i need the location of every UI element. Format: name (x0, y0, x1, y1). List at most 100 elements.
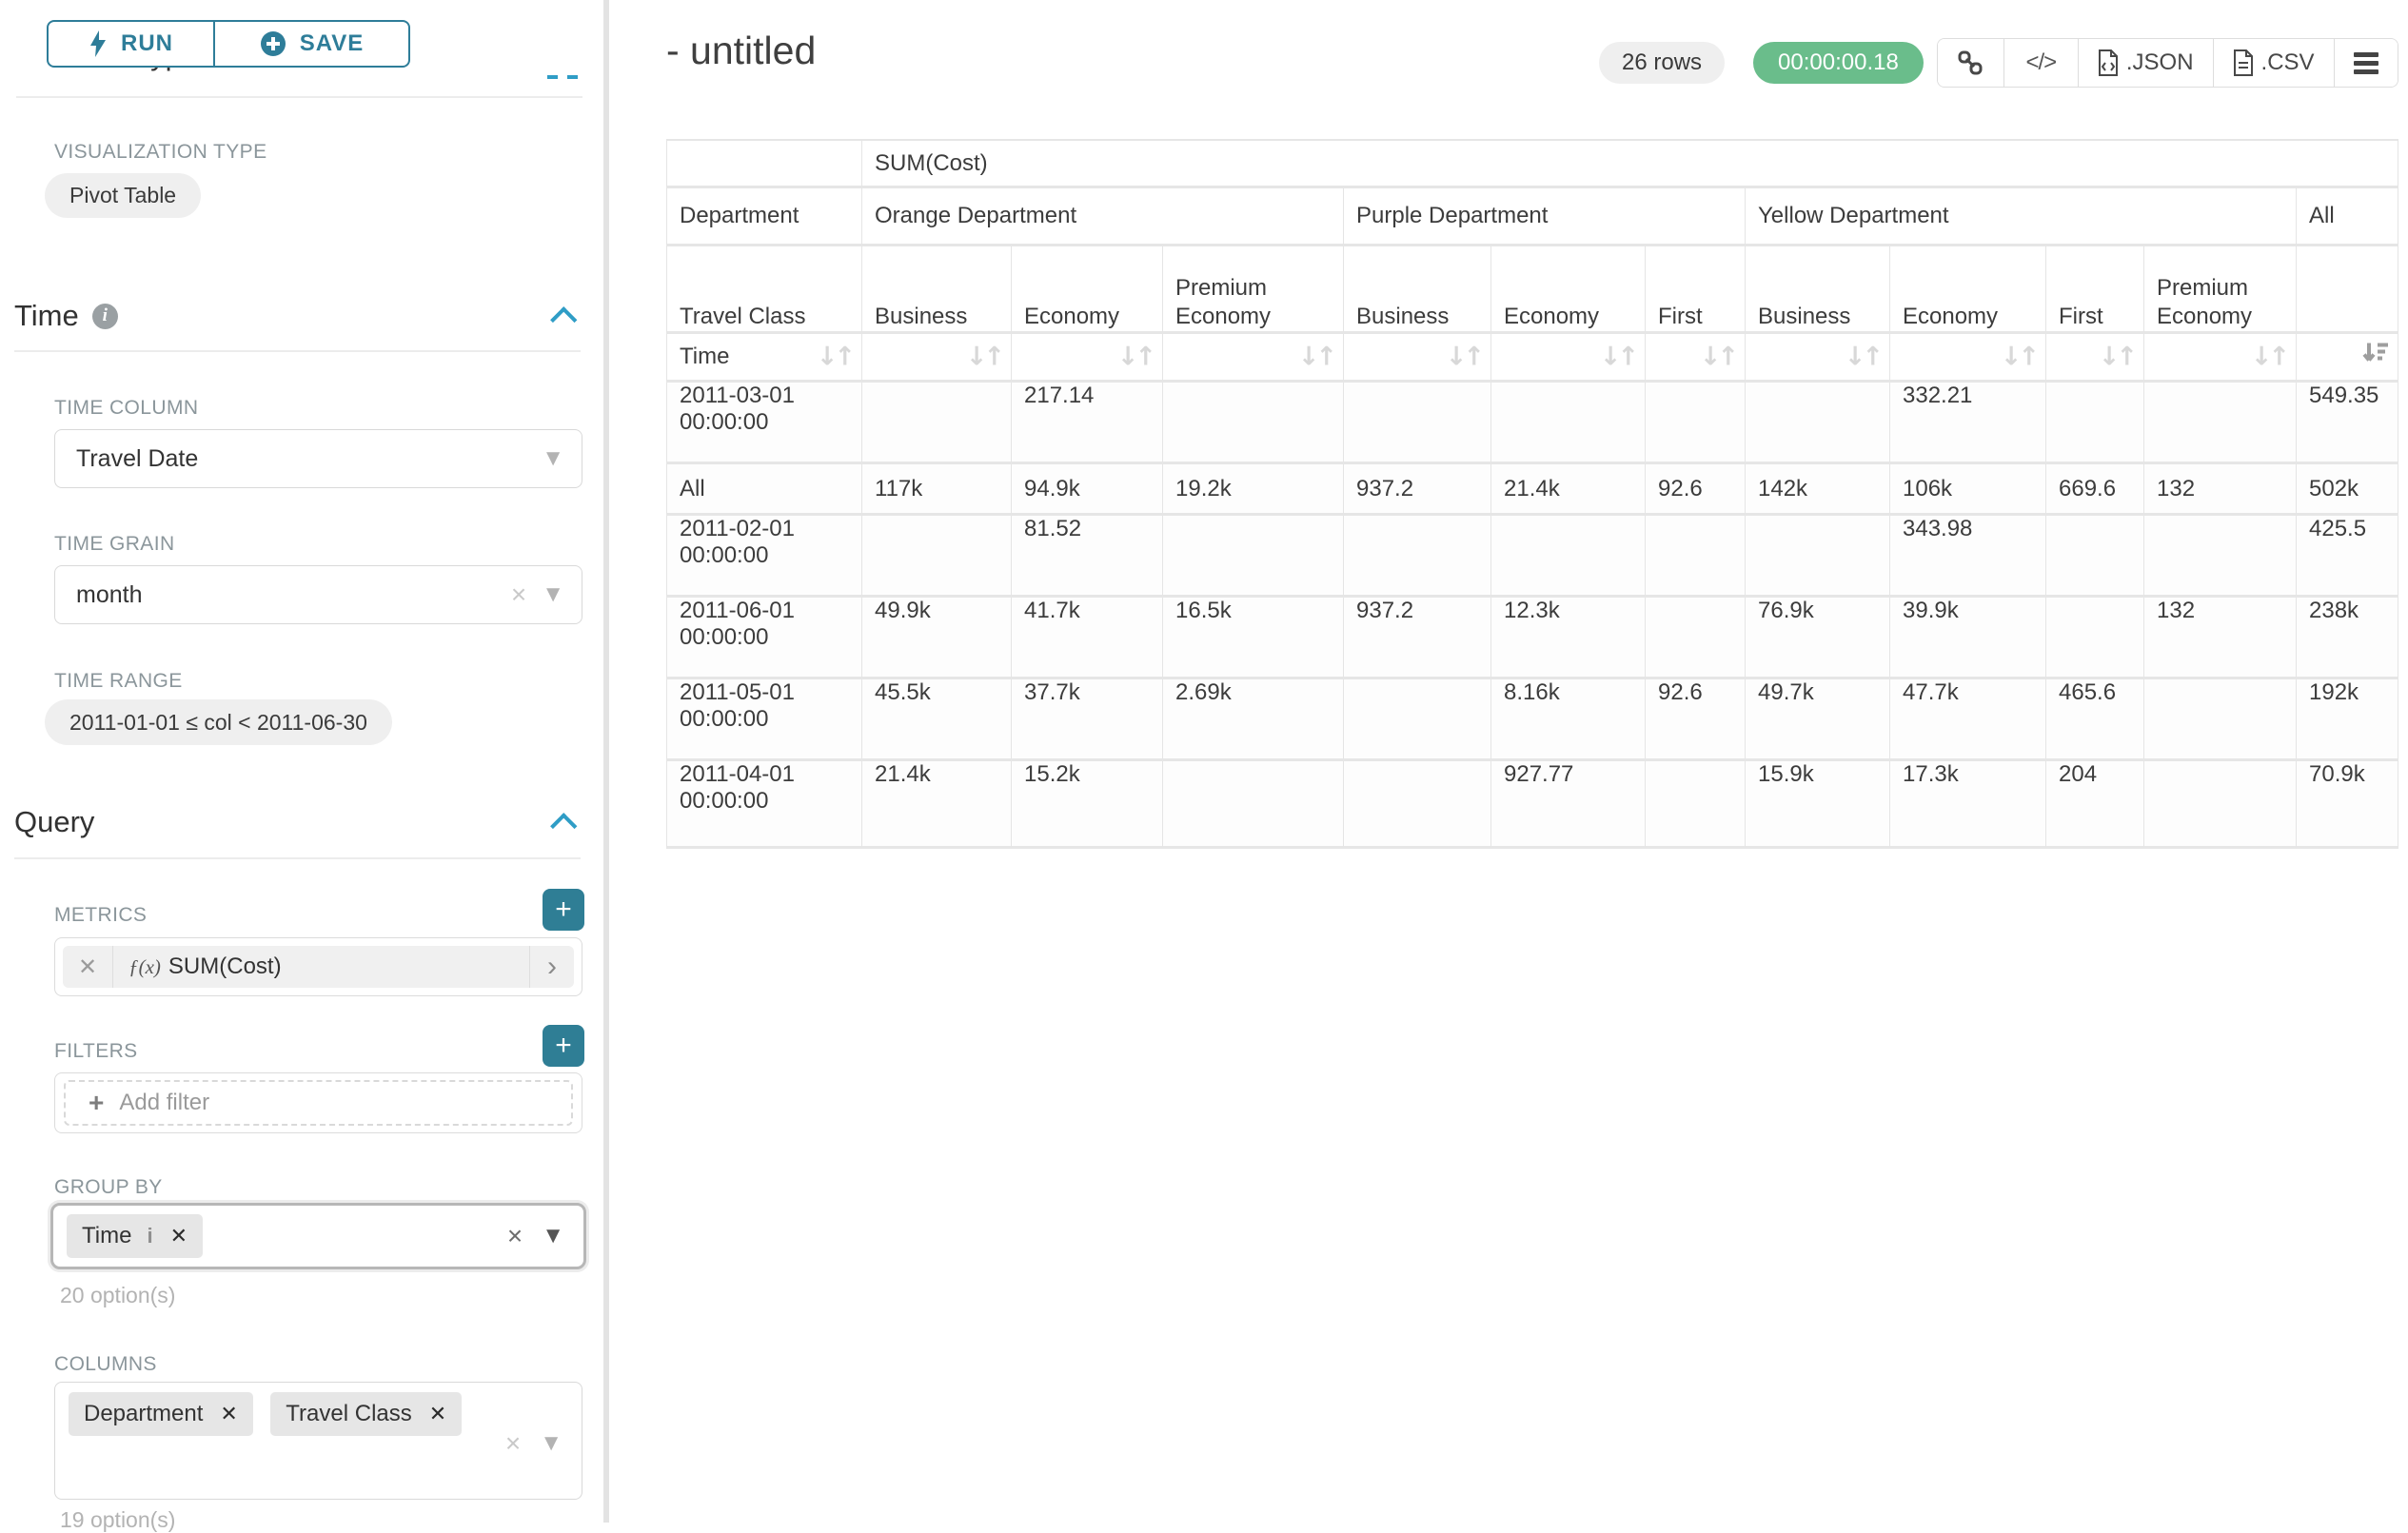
row-header-cell: 2011-02-01 00:00:00 (666, 516, 862, 598)
add-metric-button[interactable]: + (543, 889, 584, 931)
sort-descending-icon[interactable] (2361, 340, 2390, 375)
add-filter-plus-button[interactable]: + (543, 1025, 584, 1067)
group-by-options-note: 20 option(s) (60, 1283, 175, 1308)
time-range-pill[interactable]: 2011-01-01 ≤ col < 2011-06-30 (45, 699, 392, 745)
time-grain-value: month (76, 581, 142, 609)
info-icon[interactable]: i (92, 304, 118, 329)
pivot-cell (862, 383, 1012, 464)
columns-tag[interactable]: Travel Class ✕ (270, 1392, 462, 1436)
remove-tag-icon[interactable]: ✕ (429, 1402, 446, 1426)
chevron-down-icon[interactable]: ▼ (542, 1223, 564, 1249)
share-link-button[interactable] (1938, 39, 2004, 87)
group-by-label: GROUP BY (54, 1176, 163, 1199)
travel-class-axis-label: Travel Class (666, 246, 862, 334)
pivot-cell (1344, 679, 1491, 761)
pivot-cell (1646, 383, 1746, 464)
pivot-cell: 19.2k (1163, 464, 1344, 516)
remove-tag-icon[interactable]: ✕ (220, 1402, 237, 1426)
pivot-cell: 937.2 (1344, 598, 1491, 679)
pivot-cell (1344, 761, 1491, 849)
pivot-cell: 192k (2297, 679, 2398, 761)
columns-options-note: 19 option(s) (60, 1507, 175, 1533)
viz-type-pill[interactable]: Pivot Table (45, 173, 201, 218)
add-filter-button[interactable]: + Add filter (64, 1080, 573, 1126)
sidebar-scrollbar[interactable] (603, 0, 609, 1523)
pivot-cell: 204 (2046, 761, 2144, 849)
chart-title: - untitled (666, 29, 816, 73)
pivot-cell: 343.98 (1890, 516, 2046, 598)
filters-label: FILTERS (54, 1040, 138, 1063)
metric-chip[interactable]: ✕ ƒ(x)SUM(Cost) › (63, 946, 574, 988)
pivot-cell (2046, 383, 2144, 464)
clear-icon[interactable]: × (511, 580, 526, 610)
pivot-cell (1646, 516, 1746, 598)
travel-class-header: First (1646, 246, 1746, 334)
export-json-button[interactable]: .JSON (2079, 39, 2214, 87)
hamburger-icon (2354, 49, 2378, 78)
time-grain-select[interactable]: month × ▼ (54, 565, 582, 624)
remove-tag-icon[interactable]: ✕ (170, 1224, 188, 1248)
sort-icon[interactable]: ↓↑ (1446, 343, 1481, 372)
travel-class-header: Business (1344, 246, 1491, 334)
metrics-field: ✕ ƒ(x)SUM(Cost) › (54, 937, 582, 996)
pivot-table-container: SUM(Cost)DepartmentOrange DepartmentPurp… (666, 139, 2398, 849)
run-button[interactable]: RUN (47, 20, 214, 68)
control-panel: Chart Type RUN SAVE VISUALIZATION TYPE P… (0, 0, 619, 1523)
chevron-down-icon[interactable]: ▼ (540, 1430, 563, 1457)
export-json-label: .JSON (2126, 49, 2194, 76)
table-row: 2011-04-01 00:00:0021.4k15.2k927.7715.9k… (666, 761, 2398, 849)
pivot-cell: 425.5 (2297, 516, 2398, 598)
collapsed-chevron-icon[interactable] (547, 67, 587, 84)
tag-label: Department (84, 1401, 203, 1427)
sort-icon[interactable]: ↓↑ (1845, 343, 1880, 372)
chevron-right-icon[interactable]: › (529, 946, 574, 988)
pivot-cell: 81.52 (1012, 516, 1163, 598)
pivot-cell: 49.9k (862, 598, 1012, 679)
time-range-label: TIME RANGE (54, 670, 183, 693)
sort-icon[interactable]: ↓↑ (2001, 343, 2036, 372)
sort-icon[interactable]: ↓↑ (966, 343, 1001, 372)
travel-class-header: Economy (1491, 246, 1646, 334)
columns-label: COLUMNS (54, 1353, 157, 1376)
menu-button[interactable] (2335, 39, 2398, 87)
sort-icon[interactable]: ↓↑ (1600, 343, 1635, 372)
chevron-up-icon[interactable] (550, 306, 577, 333)
sort-cell: ↓↑ (1344, 334, 1491, 383)
embed-code-button[interactable]: </> (2004, 39, 2079, 87)
export-csv-label: .CSV (2261, 49, 2315, 76)
pivot-cell (2144, 679, 2297, 761)
export-csv-button[interactable]: .CSV (2214, 39, 2335, 87)
clear-icon[interactable]: × (507, 1221, 523, 1251)
group-by-tag[interactable]: Time i ✕ (67, 1214, 203, 1258)
pivot-cell (2046, 516, 2144, 598)
sort-icon[interactable]: ↓↑ (1700, 343, 1735, 372)
travel-class-header (2297, 246, 2398, 334)
clear-icon[interactable]: × (505, 1428, 521, 1459)
save-button[interactable]: SAVE (214, 20, 410, 68)
link-icon (1958, 50, 1983, 75)
time-column-select[interactable]: Travel Date ▼ (54, 429, 582, 488)
metric-header-row: SUM(Cost) (666, 139, 2398, 188)
pivot-cell: 16.5k (1163, 598, 1344, 679)
sort-icon[interactable]: ↓↑ (1298, 343, 1333, 372)
sort-icon[interactable]: ↓↑ (1117, 343, 1153, 372)
sort-icon[interactable]: ↓↑ (2251, 343, 2286, 372)
group-by-select[interactable]: Time i ✕ × ▼ (50, 1203, 586, 1269)
columns-select[interactable]: Department ✕ Travel Class ✕ × ▼ (54, 1382, 582, 1500)
time-column-label: TIME COLUMN (54, 397, 198, 420)
info-icon[interactable]: i (147, 1224, 152, 1248)
chevron-up-icon[interactable] (550, 813, 577, 839)
sort-icon[interactable]: ↓↑ (817, 343, 852, 372)
table-row: 2011-06-01 00:00:0049.9k41.7k16.5k937.21… (666, 598, 2398, 679)
pivot-cell: 45.5k (862, 679, 1012, 761)
remove-metric-icon[interactable]: ✕ (63, 946, 113, 988)
pivot-cell: 15.9k (1746, 761, 1890, 849)
chevron-down-icon[interactable]: ▼ (542, 445, 564, 472)
travel-class-header: Premium Economy (2144, 246, 2297, 334)
columns-tag[interactable]: Department ✕ (69, 1392, 253, 1436)
chevron-down-icon[interactable]: ▼ (542, 581, 564, 608)
divider (16, 96, 582, 98)
sort-cell: ↓↑ (1491, 334, 1646, 383)
pivot-cell: 117k (862, 464, 1012, 516)
sort-icon[interactable]: ↓↑ (2099, 343, 2134, 372)
